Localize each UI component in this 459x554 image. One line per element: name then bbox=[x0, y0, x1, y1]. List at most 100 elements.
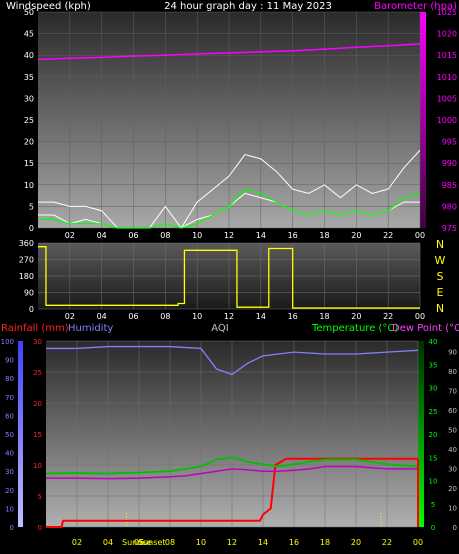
panel1-right-tick-label: 1020 bbox=[437, 30, 457, 39]
humidity-tick-label: 80 bbox=[5, 375, 14, 383]
temperature-tick-label: 5 bbox=[431, 501, 435, 509]
panel1-series bbox=[37, 43, 421, 229]
windspeed-axis-title: Windspeed (kph) bbox=[6, 1, 91, 12]
panel3-x-ticks: 02 04 06 08 10 12 14 16 18 20 22 00 bbox=[72, 538, 423, 547]
aqi-tick-label: 90 bbox=[448, 349, 457, 357]
panel3-x-tick-label: 06 bbox=[134, 538, 144, 547]
panel1-left-tick-label: 35 bbox=[24, 73, 34, 82]
panel1-right-ticks: 975 980 985 990 995 1000 1005 1010 1015 1020 1025 bbox=[437, 8, 457, 233]
barometer-line bbox=[37, 43, 421, 61]
compass-e: E bbox=[437, 286, 444, 299]
panel2-x-tick-label: 06 bbox=[128, 312, 138, 321]
panel1-x-tick-label: 16 bbox=[288, 231, 298, 240]
aqi-tick-label: 60 bbox=[448, 407, 457, 415]
panel2-series bbox=[38, 246, 420, 309]
humidity-axis-title: Humidity bbox=[68, 323, 113, 334]
rainfall-tick-label: 30 bbox=[33, 338, 42, 346]
chart-title: 24 hour graph day : 11 May 2023 bbox=[164, 1, 332, 12]
panel1-left-tick-label: 25 bbox=[24, 116, 34, 125]
panel1-left-tick-label: 10 bbox=[24, 181, 34, 190]
aqi-tick-label: 70 bbox=[448, 388, 457, 396]
panel3-x-tick-label: 14 bbox=[258, 538, 268, 547]
wind-gust-line bbox=[38, 149, 421, 229]
panel3-x-tick-label: 12 bbox=[227, 538, 237, 547]
aqi-tick-label: 50 bbox=[448, 427, 457, 435]
panel2-left-tick-label: 90 bbox=[24, 289, 34, 298]
panel2-x-tick-label: 20 bbox=[351, 312, 361, 321]
humidity-tick-label: 30 bbox=[5, 468, 14, 476]
temperature-tick-label: 10 bbox=[429, 478, 438, 486]
panel1-x-tick-label: 10 bbox=[192, 231, 202, 240]
panel1-right-tick-label: 995 bbox=[442, 138, 457, 147]
panel1-right-tick-label: 1005 bbox=[437, 94, 457, 103]
panel1-x-tick-label: 04 bbox=[97, 231, 107, 240]
panel2-x-tick-label: 08 bbox=[160, 312, 170, 321]
panel2-x-tick-label: 10 bbox=[192, 312, 202, 321]
panel1-right-tick-label: 980 bbox=[442, 202, 457, 211]
panel2-x-tick-label: 02 bbox=[65, 312, 75, 321]
panel3-grid bbox=[46, 340, 419, 528]
humidity-axis-strip bbox=[18, 341, 23, 527]
barometer-axis-title: Barometer (hpa) bbox=[374, 1, 457, 12]
panel3-x-tick-label: 00 bbox=[413, 538, 423, 547]
compass-w: W bbox=[435, 254, 446, 267]
panel1-left-tick-label: 15 bbox=[24, 159, 34, 168]
panel1-right-tick-label: 1025 bbox=[437, 8, 457, 17]
humidity-tick-label: 40 bbox=[5, 450, 14, 458]
rainfall-tick-label: 0 bbox=[38, 524, 42, 532]
panel2-grid bbox=[38, 242, 421, 310]
panel3-series bbox=[45, 345, 419, 528]
temperature-ticks: 0 5 10 15 20 25 30 35 40 bbox=[429, 338, 438, 532]
panel1-left-tick-label: 45 bbox=[24, 30, 34, 39]
dewpoint-line bbox=[46, 465, 418, 480]
panel1-left-tick-label: 0 bbox=[29, 224, 34, 233]
panel2-x-tick-label: 16 bbox=[288, 312, 298, 321]
panel1-x-tick-label: 14 bbox=[256, 231, 266, 240]
panel1-barometer-axis-strip bbox=[420, 12, 426, 228]
panel1-x-tick-label: 12 bbox=[224, 231, 234, 240]
sunrise-label: Sunrise bbox=[122, 538, 152, 547]
panel1-right-tick-label: 985 bbox=[442, 181, 457, 190]
humidity-tick-label: 90 bbox=[5, 357, 14, 365]
panel1-x-tick-label: 20 bbox=[351, 231, 361, 240]
panel1-grid bbox=[38, 11, 421, 229]
temperature-tick-label: 20 bbox=[429, 431, 438, 439]
panel3-x-tick-label: 20 bbox=[351, 538, 361, 547]
compass-n-bottom: N bbox=[436, 302, 444, 315]
compass-n-top: N bbox=[436, 238, 444, 251]
panel1-x-tick-label: 22 bbox=[383, 231, 393, 240]
aqi-tick-label: 30 bbox=[448, 466, 457, 474]
panel2-x-tick-label: 18 bbox=[319, 312, 329, 321]
panel1-left-tick-label: 5 bbox=[29, 202, 34, 211]
panel1-right-tick-label: 1015 bbox=[437, 51, 457, 60]
humidity-tick-label: 20 bbox=[5, 487, 14, 495]
dewpoint-axis-title: Dew Point (°C) bbox=[392, 323, 459, 334]
panel2-x-tick-label: 22 bbox=[383, 312, 393, 321]
panel1-x-ticks: 02 04 06 08 10 12 14 16 18 20 22 00 bbox=[65, 231, 425, 240]
temperature-tick-label: 15 bbox=[429, 454, 438, 462]
panel1-left-tick-label: 20 bbox=[24, 138, 34, 147]
aqi-tick-label: 40 bbox=[448, 446, 457, 454]
panel3-x-tick-label: 16 bbox=[289, 538, 299, 547]
panel2-left-ticks: 0 90 180 270 360 bbox=[19, 239, 34, 314]
panel3-x-tick-label: 22 bbox=[382, 538, 392, 547]
panel3-x-tick-label: 04 bbox=[103, 538, 113, 547]
rainfall-tick-label: 5 bbox=[38, 493, 42, 501]
humidity-tick-label: 0 bbox=[10, 524, 14, 532]
humidity-tick-label: 70 bbox=[5, 394, 14, 402]
panel2-x-tick-label: 04 bbox=[97, 312, 107, 321]
panel2-left-tick-label: 270 bbox=[19, 256, 34, 265]
panel1-right-tick-label: 975 bbox=[442, 224, 457, 233]
aqi-tick-label: 0 bbox=[453, 524, 457, 532]
panel1-left-tick-label: 50 bbox=[24, 8, 34, 17]
panel2-x-ticks: 02 04 06 08 10 12 14 16 18 20 22 00 bbox=[65, 312, 425, 321]
panel1-x-tick-label: 06 bbox=[128, 231, 138, 240]
panel3-x-tick-label: 18 bbox=[320, 538, 330, 547]
wind-direction-line bbox=[38, 246, 420, 309]
temperature-tick-label: 0 bbox=[431, 524, 435, 532]
aqi-ticks: 0 10 20 30 40 50 60 70 80 90 bbox=[448, 349, 457, 532]
panel3-x-tick-label: 10 bbox=[196, 538, 206, 547]
humidity-tick-label: 50 bbox=[5, 431, 14, 439]
panel1-left-ticks: 0 5 10 15 20 25 30 35 40 45 50 bbox=[24, 8, 34, 233]
